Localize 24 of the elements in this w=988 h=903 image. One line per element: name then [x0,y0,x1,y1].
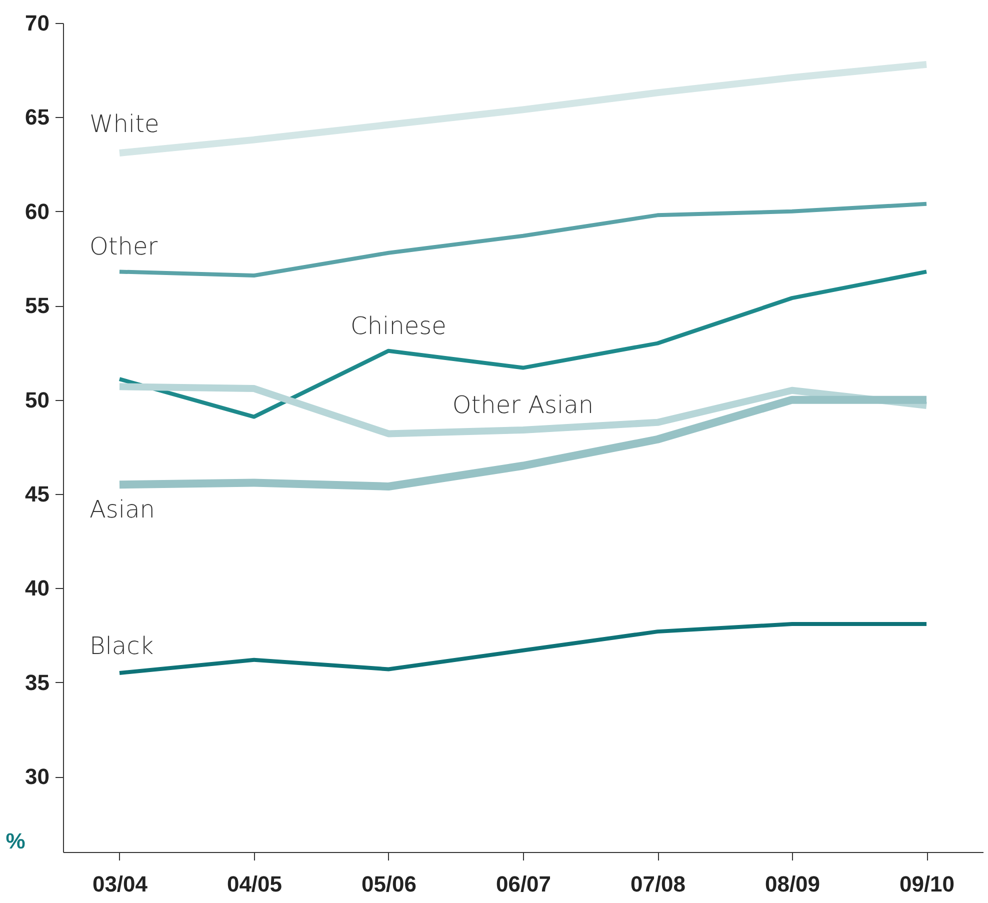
series-label: Chinese [350,312,446,340]
series-label: Black [89,632,154,660]
x-tick-label: 08/09 [764,872,820,896]
x-tick-label: 03/04 [92,872,148,896]
series-label: Asian [89,496,156,524]
y-tick-label: 55 [25,293,50,318]
y-tick-label: 70 [25,10,50,36]
y-tick-label: 60 [25,198,50,224]
x-tick-label: 06/07 [496,872,552,896]
x-tick-label: 04/05 [226,872,282,896]
y-tick-label: 50 [25,387,50,412]
x-tick-label: 09/10 [899,872,955,896]
series-label: White [89,110,160,138]
series-label: Other [89,232,158,261]
y-tick-label: 65 [25,104,50,130]
y-tick-label: 45 [25,482,50,507]
x-tick-label: 07/08 [630,872,686,896]
y-tick-label: 40 [25,576,50,601]
series-label: Other Asian [452,390,594,419]
y-tick-label: 30 [25,764,50,790]
x-tick-label: 05/06 [361,872,417,896]
line-series [117,270,929,419]
y-axis-title: % [6,828,26,854]
y-tick-label: 35 [25,670,50,695]
